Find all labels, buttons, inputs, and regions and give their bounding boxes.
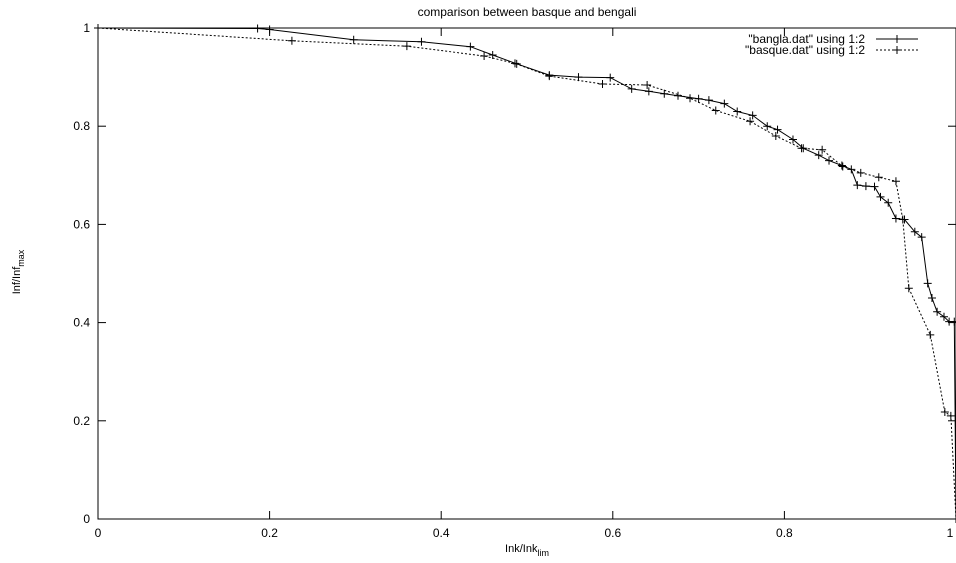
data-point — [574, 73, 583, 82]
data-point — [856, 168, 865, 177]
data-point — [870, 182, 879, 191]
data-point — [788, 135, 797, 144]
data-point — [349, 35, 358, 44]
data-point — [265, 25, 274, 34]
x-axis-label: Ink/Inklim — [505, 543, 549, 558]
data-point — [927, 294, 936, 303]
legend-label: "bangla.dat" using 1:2 — [748, 32, 865, 46]
plot-area — [97, 27, 956, 520]
data-point — [884, 198, 893, 207]
series-layer — [94, 24, 956, 523]
data-point — [825, 156, 834, 165]
data-point — [287, 36, 296, 45]
y-axis-label-main: Inf/Inf — [11, 266, 23, 294]
data-point — [720, 99, 729, 108]
data-point — [917, 233, 926, 242]
data-point — [704, 96, 713, 105]
data-point — [838, 162, 847, 171]
data-point — [797, 144, 806, 153]
y-axis-label-subscript: max — [16, 249, 26, 267]
data-point — [510, 59, 519, 68]
x-tick-label: 0.8 — [776, 526, 793, 540]
data-point — [253, 24, 262, 33]
data-point — [940, 407, 949, 416]
y-tick-label: 0 — [83, 512, 90, 526]
chart-title: comparison between basque and bengali — [418, 5, 637, 19]
data-point — [861, 182, 870, 191]
y-tick-label: 1 — [83, 21, 90, 35]
legend-label: "basque.dat" using 1:2 — [745, 43, 865, 57]
series-1 — [94, 24, 956, 523]
y-axis-label: Inf/Infmax — [11, 249, 26, 294]
plot-border — [97, 27, 956, 520]
x-tick-label: 0.2 — [261, 526, 278, 540]
data-point — [950, 317, 956, 326]
y-tick-label: 0.4 — [73, 316, 90, 330]
data-point — [946, 411, 955, 420]
data-point — [627, 84, 636, 93]
x-tick-label: 1 — [947, 526, 954, 540]
data-point — [891, 214, 900, 223]
y-tick-label: 0.6 — [73, 217, 90, 231]
data-point — [910, 227, 919, 236]
data-point — [660, 89, 669, 98]
data-point — [644, 87, 653, 96]
legend: "bangla.dat" using 1:2"basque.dat" using… — [745, 32, 918, 57]
data-point — [466, 42, 475, 51]
data-point — [818, 145, 827, 154]
svg-text:Ink/Inklim: Ink/Inklim — [505, 543, 549, 558]
data-point — [898, 215, 907, 224]
data-point — [876, 192, 885, 201]
data-point — [923, 279, 932, 288]
data-point — [402, 42, 411, 51]
data-point — [606, 73, 615, 82]
data-point — [763, 122, 772, 131]
y-tick-label: 0.8 — [73, 119, 90, 133]
data-point — [694, 94, 703, 103]
data-point — [952, 515, 956, 523]
data-point — [733, 107, 742, 116]
data-point — [853, 181, 862, 190]
x-tick-label: 0.4 — [433, 526, 450, 540]
data-point — [746, 117, 755, 126]
y-axis: 0 0.2 0.4 0.6 0.8 1 — [73, 21, 956, 526]
data-point — [94, 24, 102, 32]
y-tick-label: 0.2 — [73, 414, 90, 428]
x-tick-label: 0 — [95, 526, 102, 540]
data-point — [771, 132, 780, 141]
series-2 — [94, 24, 956, 523]
data-point — [711, 106, 720, 115]
data-point — [773, 125, 782, 134]
data-point — [643, 80, 652, 89]
series-line — [97, 27, 956, 520]
x-axis-label-main: Ink/Ink — [505, 543, 538, 555]
legend-swatch-marker — [893, 46, 901, 54]
data-point — [417, 37, 426, 46]
x-axis-label-subscript: lim — [537, 548, 549, 558]
data-point — [748, 111, 757, 120]
data-point — [545, 72, 554, 81]
data-point — [874, 173, 883, 182]
data-point — [598, 79, 607, 88]
svg-text:Inf/Infmax: Inf/Infmax — [11, 249, 26, 294]
x-axis: 0 0.2 0.4 0.6 0.8 1 — [95, 28, 956, 540]
data-point — [837, 161, 846, 170]
data-point — [926, 330, 935, 339]
data-point — [686, 94, 695, 103]
data-point — [814, 151, 823, 160]
series-line — [97, 27, 956, 520]
data-point — [480, 51, 489, 60]
data-point — [933, 307, 942, 316]
data-point — [891, 177, 900, 186]
legend-swatch-marker — [893, 35, 901, 43]
x-tick-label: 0.6 — [604, 526, 621, 540]
data-point — [939, 312, 948, 321]
data-point — [904, 284, 913, 293]
